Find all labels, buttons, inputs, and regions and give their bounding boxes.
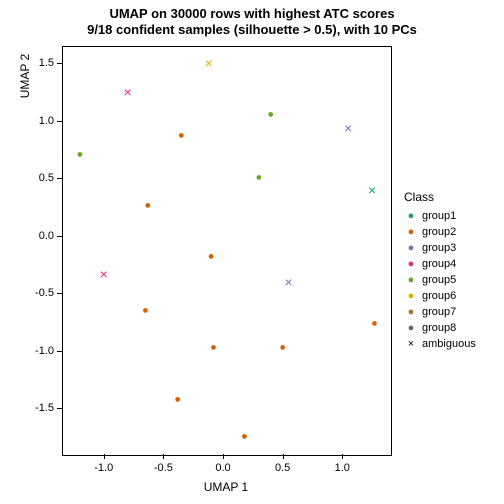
y-tick-label: -1.5 xyxy=(28,402,54,414)
y-tick-mark xyxy=(57,236,62,237)
y-tick-label: -0.5 xyxy=(28,287,54,299)
legend-swatch-icon: ● xyxy=(404,323,418,334)
legend-item-label: group5 xyxy=(422,274,456,286)
legend-swatch-icon: ● xyxy=(404,259,418,270)
x-tick-label: 0.0 xyxy=(215,462,230,474)
x-tick-label: -1.0 xyxy=(94,462,113,474)
legend-item: × ambiguous xyxy=(404,336,476,352)
y-tick-mark xyxy=(57,178,62,179)
x-tick-mark xyxy=(223,454,224,459)
y-tick-mark xyxy=(57,351,62,352)
legend-item-label: group2 xyxy=(422,226,456,238)
y-tick-label: -1.0 xyxy=(28,345,54,357)
legend-item-label: group1 xyxy=(422,210,456,222)
title-line-2: 9/18 confident samples (silhouette > 0.5… xyxy=(0,22,504,38)
legend-title: Class xyxy=(404,190,476,204)
legend-item: ● group8 xyxy=(404,320,476,336)
legend-swatch-icon: ● xyxy=(404,291,418,302)
legend-swatch-icon: ● xyxy=(404,275,418,286)
x-axis-label: UMAP 1 xyxy=(62,480,390,494)
legend-item: ● group7 xyxy=(404,304,476,320)
legend-item: ● group5 xyxy=(404,272,476,288)
legend-item-label: group8 xyxy=(422,322,456,334)
legend-item: ● group2 xyxy=(404,224,476,240)
legend-item: ● group3 xyxy=(404,240,476,256)
title-line-1: UMAP on 30000 rows with highest ATC scor… xyxy=(0,6,504,22)
umap-scatter-chart: UMAP on 30000 rows with highest ATC scor… xyxy=(0,0,504,504)
legend-item: ● group4 xyxy=(404,256,476,272)
x-tick-label: 0.5 xyxy=(275,462,290,474)
plot-area xyxy=(62,46,392,456)
legend-item-label: group3 xyxy=(422,242,456,254)
x-tick-mark xyxy=(283,454,284,459)
legend-item: ● group6 xyxy=(404,288,476,304)
y-tick-mark xyxy=(57,408,62,409)
legend-item-label: group4 xyxy=(422,258,456,270)
y-tick-mark xyxy=(57,63,62,64)
legend-swatch-icon: × xyxy=(404,339,418,350)
x-tick-mark xyxy=(163,454,164,459)
x-tick-mark xyxy=(342,454,343,459)
legend-item: ● group1 xyxy=(404,208,476,224)
x-tick-label: -0.5 xyxy=(154,462,173,474)
y-tick-mark xyxy=(57,293,62,294)
y-axis-label: UMAP 2 xyxy=(18,0,32,280)
y-tick-mark xyxy=(57,121,62,122)
legend-item-label: group7 xyxy=(422,306,456,318)
legend-swatch-icon: ● xyxy=(404,211,418,222)
legend-items: ● group1 ● group2 ● group3 ● group4 ● group5 ● grou… xyxy=(404,208,476,352)
legend-swatch-icon: ● xyxy=(404,243,418,254)
legend-item-label: ambiguous xyxy=(422,338,476,350)
chart-title: UMAP on 30000 rows with highest ATC scor… xyxy=(0,6,504,38)
x-tick-label: 1.0 xyxy=(335,462,350,474)
legend-item-label: group6 xyxy=(422,290,456,302)
legend-swatch-icon: ● xyxy=(404,307,418,318)
legend-swatch-icon: ● xyxy=(404,227,418,238)
legend: Class ● group1 ● group2 ● group3 ● group4 ● group… xyxy=(404,190,476,352)
x-tick-mark xyxy=(104,454,105,459)
